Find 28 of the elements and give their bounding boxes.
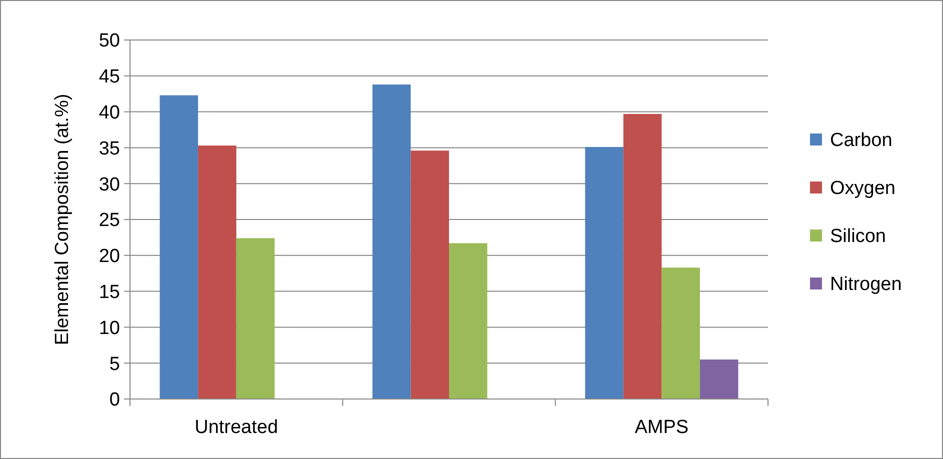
bar — [372, 84, 411, 399]
y-tick-label: 45 — [98, 66, 120, 88]
bar — [449, 243, 488, 399]
y-tick-label: 5 — [109, 354, 120, 375]
bar — [198, 146, 236, 399]
bar — [662, 268, 700, 399]
y-tick-label: 25 — [98, 210, 120, 232]
y-tick-label: 10 — [98, 318, 120, 339]
legend-label: Nitrogen — [830, 274, 902, 296]
bar — [700, 360, 738, 399]
y-tick-label: 50 — [98, 30, 120, 52]
y-tick-label: 20 — [98, 246, 120, 268]
y-axis-title: Elemental Composition (at.%) — [52, 94, 73, 346]
bar — [236, 238, 275, 399]
x-tick-label: AMPS — [634, 417, 689, 438]
legend-label: Silicon — [830, 226, 886, 248]
y-tick-label: 35 — [98, 138, 120, 160]
bar — [160, 95, 198, 399]
bar — [410, 150, 449, 399]
x-tick-label: Untreated — [194, 417, 278, 438]
bar — [623, 114, 662, 399]
y-tick-label: 30 — [98, 174, 120, 196]
y-tick-label: 0 — [109, 390, 120, 411]
legend-label: Carbon — [830, 130, 892, 152]
legend-label: Oxygen — [830, 178, 896, 200]
y-tick-label: 40 — [98, 102, 120, 124]
y-tick-label: 15 — [98, 282, 120, 303]
bar — [585, 146, 624, 399]
